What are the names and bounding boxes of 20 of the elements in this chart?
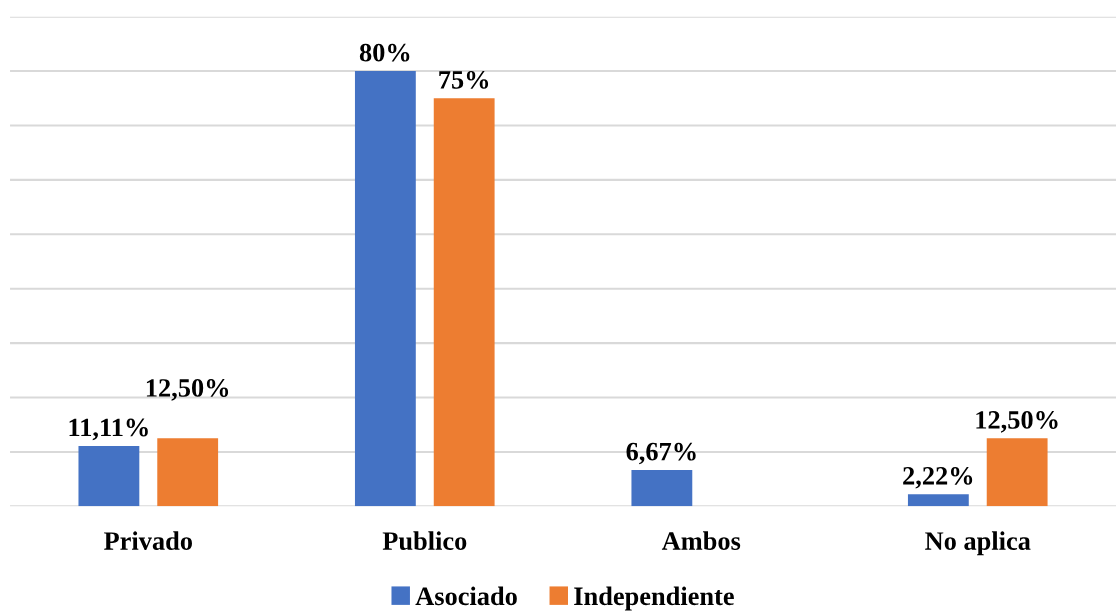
legend-label: Independiente — [574, 586, 734, 611]
bar — [631, 470, 693, 507]
bar — [907, 494, 969, 507]
bar — [433, 98, 495, 507]
x-tick-label: Publico — [382, 531, 467, 550]
x-tick-label: Privado — [104, 531, 192, 550]
x-tick-label: Ambos — [661, 531, 741, 550]
data-label: 12,50% — [976, 411, 1058, 433]
legend-label: Asociado — [415, 586, 517, 606]
data-label: 2,22% — [903, 466, 973, 489]
bar — [157, 438, 219, 507]
data-label: 80% — [359, 43, 410, 62]
data-label: 12,50% — [146, 379, 229, 401]
data-label: 75% — [439, 70, 489, 89]
x-tick-label: No aplica — [925, 531, 1031, 556]
data-label: 6,67% — [626, 442, 696, 465]
bar — [354, 71, 416, 507]
bar — [986, 438, 1048, 507]
data-label: 11,11% — [69, 418, 148, 441]
bar — [78, 445, 140, 507]
